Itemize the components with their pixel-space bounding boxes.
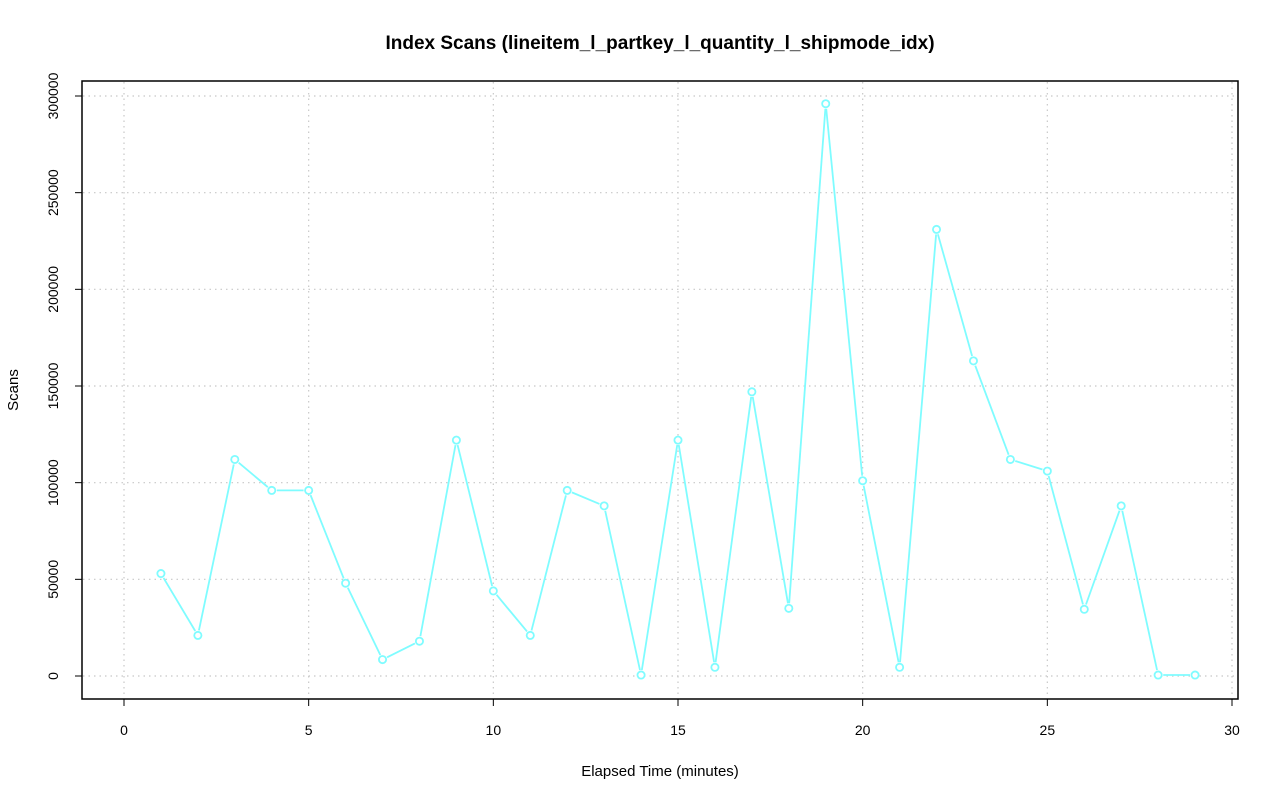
data-point — [599, 501, 609, 511]
series-segment — [238, 462, 269, 488]
series-segment — [495, 594, 528, 633]
data-point — [378, 655, 388, 665]
x-tick-label: 30 — [1224, 722, 1240, 738]
series-segment — [937, 234, 973, 357]
series-segment — [1047, 475, 1084, 605]
data-point — [1190, 670, 1200, 680]
data-point — [821, 99, 831, 109]
x-tick-label: 10 — [486, 722, 502, 738]
grid — [83, 82, 1237, 698]
data-point — [673, 435, 683, 445]
series-segment — [604, 510, 641, 671]
data-point — [341, 578, 351, 588]
series-segment — [347, 587, 382, 656]
data-point — [1079, 604, 1089, 614]
data-point — [193, 630, 203, 640]
data-point — [1153, 670, 1163, 680]
x-axis: 0 5 10 15 20 25 30 — [120, 699, 1240, 738]
data-point — [414, 636, 424, 646]
series-segment — [1121, 510, 1158, 671]
data-point — [895, 662, 905, 672]
y-tick-label: 200000 — [45, 266, 61, 313]
x-tick-label: 5 — [305, 722, 313, 738]
series-segment — [1014, 460, 1043, 471]
data-point — [1042, 466, 1052, 476]
y-tick-label: 150000 — [45, 362, 61, 409]
x-tick-label: 20 — [855, 722, 871, 738]
data-point — [932, 224, 942, 234]
x-tick-label: 15 — [670, 722, 686, 738]
plot-frame — [81, 80, 1239, 700]
series-segment — [825, 108, 864, 476]
data-point — [267, 485, 277, 495]
x-tick-label: 0 — [120, 722, 128, 738]
series-segment — [788, 108, 827, 604]
series-segment — [899, 234, 938, 663]
series-segment — [530, 495, 567, 631]
x-axis-label: Elapsed Time (minutes) — [581, 763, 739, 780]
series-segment — [974, 365, 1010, 456]
data-point — [710, 662, 720, 672]
series-segment — [386, 642, 416, 659]
y-tick-label: 0 — [45, 672, 61, 680]
series-segment — [862, 485, 900, 663]
y-tick-label: 250000 — [45, 169, 61, 216]
data-point — [968, 356, 978, 366]
data-point — [488, 586, 498, 596]
series-scans — [156, 99, 1200, 680]
data-point — [1005, 454, 1015, 464]
series-segment — [309, 494, 345, 579]
data-point — [562, 485, 572, 495]
series-segment — [456, 444, 493, 587]
series-segment — [162, 577, 197, 632]
series-segment — [1085, 510, 1121, 605]
data-point — [784, 603, 794, 613]
x-tick-label: 25 — [1040, 722, 1056, 738]
data-point — [525, 630, 535, 640]
y-axis: 0 50000 100000 150000 200000 250000 300000 — [45, 72, 82, 680]
data-point — [304, 485, 314, 495]
data-point — [230, 454, 240, 464]
y-tick-label: 300000 — [45, 72, 61, 119]
series-segment — [640, 445, 679, 671]
series-segment — [714, 396, 753, 663]
data-point — [858, 476, 868, 486]
data-point — [451, 435, 461, 445]
data-point — [747, 387, 757, 397]
y-tick-label: 100000 — [45, 459, 61, 506]
chart-title: Index Scans (lineitem_l_partkey_l_quanti… — [385, 33, 934, 54]
data-point — [1116, 501, 1126, 511]
series-segment — [571, 491, 600, 505]
series-segment — [677, 445, 716, 663]
series-segment — [751, 396, 789, 604]
y-axis-label: Scans — [5, 369, 22, 411]
series-segment — [419, 444, 457, 637]
data-point — [156, 569, 166, 579]
y-tick-label: 50000 — [45, 560, 61, 599]
data-point — [636, 670, 646, 680]
series-segment — [198, 464, 235, 631]
